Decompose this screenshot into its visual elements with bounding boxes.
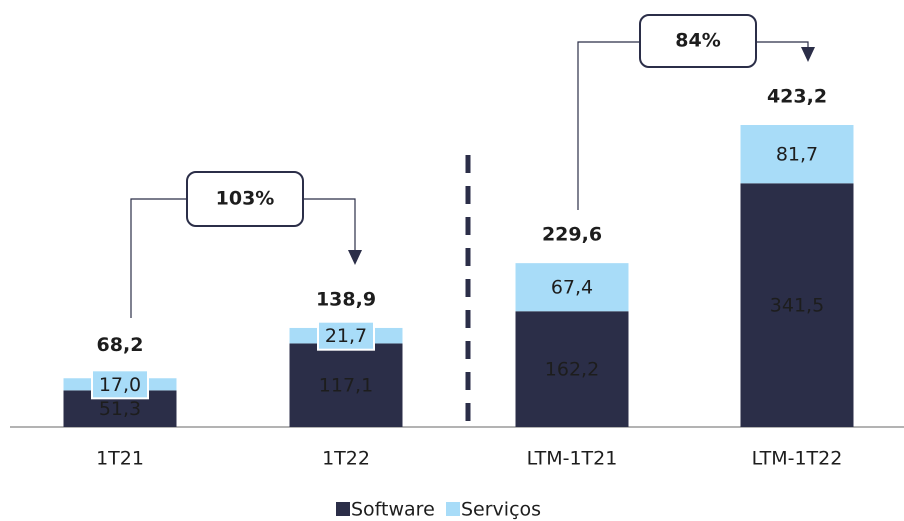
- total-label: 423,2: [767, 86, 827, 108]
- value-label: 17,0: [99, 374, 141, 396]
- bar-segment: [515, 311, 629, 427]
- bracket: [303, 198, 356, 252]
- bar-segment: [740, 125, 854, 184]
- bar-segment: [740, 183, 854, 427]
- value-label: 117,1: [319, 375, 373, 397]
- x-tick-label: 1T22: [322, 448, 370, 470]
- value-label: 21,7: [325, 325, 367, 347]
- bracket: [756, 41, 809, 48]
- arrow: [801, 47, 815, 62]
- value-label: 67,4: [551, 277, 593, 299]
- total-label: 229,6: [542, 224, 602, 246]
- bar-segment: [289, 343, 403, 427]
- annotation-box: [639, 14, 757, 68]
- legend-swatch: [446, 502, 460, 516]
- value-label: 162,2: [545, 359, 599, 381]
- total-label: 68,2: [97, 334, 144, 356]
- arrow: [348, 250, 362, 265]
- annotation: 103%: [216, 188, 275, 210]
- label-box: [317, 320, 375, 351]
- bar-segment: [515, 263, 629, 312]
- legend-label: Serviços: [461, 499, 541, 521]
- x-tick-label: LTM-1T22: [752, 448, 843, 470]
- legend-label: Software: [351, 499, 435, 521]
- annotation: 84%: [675, 30, 720, 52]
- value-label: 81,7: [776, 144, 818, 166]
- legend-swatch: [336, 502, 350, 516]
- total-label: 138,9: [316, 288, 376, 310]
- x-tick-label: 1T21: [96, 448, 144, 470]
- label-box: [91, 369, 149, 400]
- bracket: [577, 41, 640, 210]
- annotation-box: [186, 171, 304, 227]
- bracket: [130, 198, 187, 318]
- value-label: 341,5: [770, 295, 824, 317]
- x-tick-label: LTM-1T21: [527, 448, 618, 470]
- value-label: 51,3: [99, 398, 141, 420]
